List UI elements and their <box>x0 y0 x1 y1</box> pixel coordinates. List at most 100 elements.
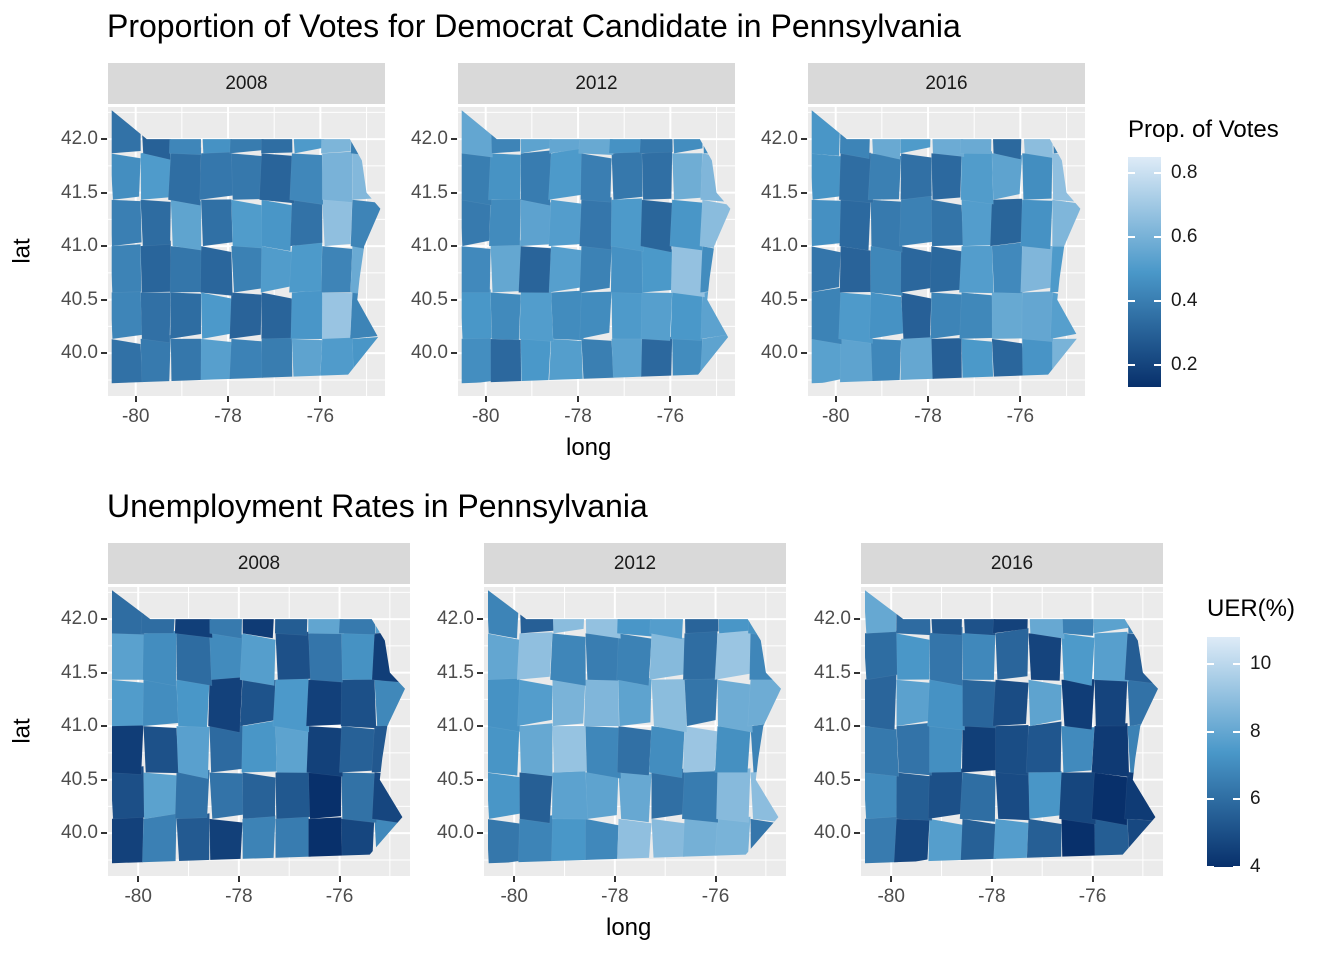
y-tick-mark <box>801 352 807 355</box>
y-tick-label: 40.0 <box>411 342 448 364</box>
county-cell <box>290 289 326 340</box>
x-tick-mark <box>237 876 240 882</box>
county-cell <box>900 153 933 201</box>
county-cell <box>341 772 378 824</box>
county-cell <box>321 198 353 247</box>
y-tick-label: 40.0 <box>61 822 98 844</box>
county-cell <box>520 199 552 247</box>
y-tick-label: 42.0 <box>61 608 98 630</box>
legend-tick-label: 0.8 <box>1171 161 1198 183</box>
county-cell <box>349 290 381 340</box>
county-cell <box>669 199 703 251</box>
county-cell <box>1028 679 1062 727</box>
x-tick-label: -76 <box>325 886 354 907</box>
y-tick-mark <box>101 191 107 194</box>
x-tick-label: -76 <box>701 886 730 907</box>
county-cell <box>143 772 178 820</box>
legend-tick-mark <box>1207 730 1214 733</box>
county-cell <box>169 245 203 293</box>
county-cell <box>1127 590 1158 635</box>
y-tick-mark <box>801 191 807 194</box>
county-cell <box>374 679 405 727</box>
map-panel-bottom-2012 <box>484 587 786 876</box>
county-cell <box>308 627 344 683</box>
legend-tick-mark <box>1233 866 1240 868</box>
county-cell <box>461 198 491 247</box>
county-cell <box>142 630 177 687</box>
county-cell <box>900 245 934 293</box>
county-cell <box>209 633 243 681</box>
county-cell <box>548 245 584 293</box>
legend-tick-mark <box>1233 730 1240 733</box>
county-cell <box>176 725 210 780</box>
county-cell <box>960 150 994 205</box>
map-svg <box>108 107 385 396</box>
county-cell <box>550 815 588 864</box>
county-cell <box>838 292 874 344</box>
county-cell <box>552 590 586 634</box>
county-cell <box>717 679 753 733</box>
county-cell <box>671 110 703 154</box>
county-cell <box>341 632 375 681</box>
x-tick-mark <box>669 396 672 402</box>
county-cell <box>929 590 963 636</box>
y-tick-label: 41.0 <box>61 235 98 257</box>
y-tick-mark <box>451 352 457 355</box>
county-cell <box>231 153 265 201</box>
county-cell <box>170 199 202 251</box>
y-tick-mark <box>477 671 483 674</box>
county-cell <box>641 149 673 201</box>
county-cell <box>1021 110 1054 159</box>
y-tick-mark <box>477 832 483 835</box>
map-panel-top-2008 <box>108 107 385 396</box>
y-tick-mark <box>801 298 807 301</box>
county-cell <box>340 678 377 729</box>
x-tick-label: -76 <box>1078 886 1107 907</box>
county-cell <box>259 153 295 204</box>
county-cell <box>1127 721 1158 775</box>
legend-tick-mark <box>1128 235 1135 238</box>
county-cell <box>750 818 781 864</box>
county-cell <box>585 818 619 864</box>
x-tick-mark <box>990 876 993 882</box>
y-tick-mark <box>854 832 860 835</box>
county-cell <box>488 633 520 681</box>
county-cell <box>929 245 962 293</box>
map-svg <box>458 107 735 396</box>
county-cell <box>682 818 719 864</box>
county-cell <box>516 631 553 681</box>
county-cell <box>870 110 902 160</box>
county-cell <box>702 110 731 155</box>
county-cell <box>1028 590 1065 639</box>
county-cell <box>275 725 312 774</box>
county-cell <box>260 245 293 293</box>
county-cell <box>611 336 643 384</box>
x-tick-mark <box>513 876 516 882</box>
y-tick-mark <box>101 138 107 141</box>
county-cell <box>927 768 963 820</box>
legend-tick-mark <box>1154 235 1161 238</box>
legend-tick-mark <box>1207 663 1214 666</box>
y-tick-label: 42.0 <box>437 608 474 630</box>
county-cell <box>750 721 781 773</box>
county-cell <box>548 147 583 201</box>
county-cell <box>261 292 295 340</box>
county-cell <box>140 590 177 634</box>
county-cell <box>231 241 265 293</box>
county-cell <box>339 725 375 773</box>
legend-tick-mark <box>1154 299 1161 302</box>
county-cell <box>200 245 233 297</box>
county-cell <box>1051 199 1081 249</box>
county-cell <box>1127 818 1158 864</box>
map-svg <box>861 587 1163 876</box>
y-tick-mark <box>477 778 483 781</box>
county-cell <box>272 674 310 733</box>
legend-tick-mark <box>1207 866 1214 868</box>
county-cell <box>899 110 932 154</box>
y-tick-mark <box>101 352 107 355</box>
county-cell <box>931 152 962 201</box>
county-cell <box>893 818 930 864</box>
county-cell <box>552 725 587 773</box>
county-cell <box>261 199 293 252</box>
legend-tick-label: 6 <box>1250 788 1261 810</box>
